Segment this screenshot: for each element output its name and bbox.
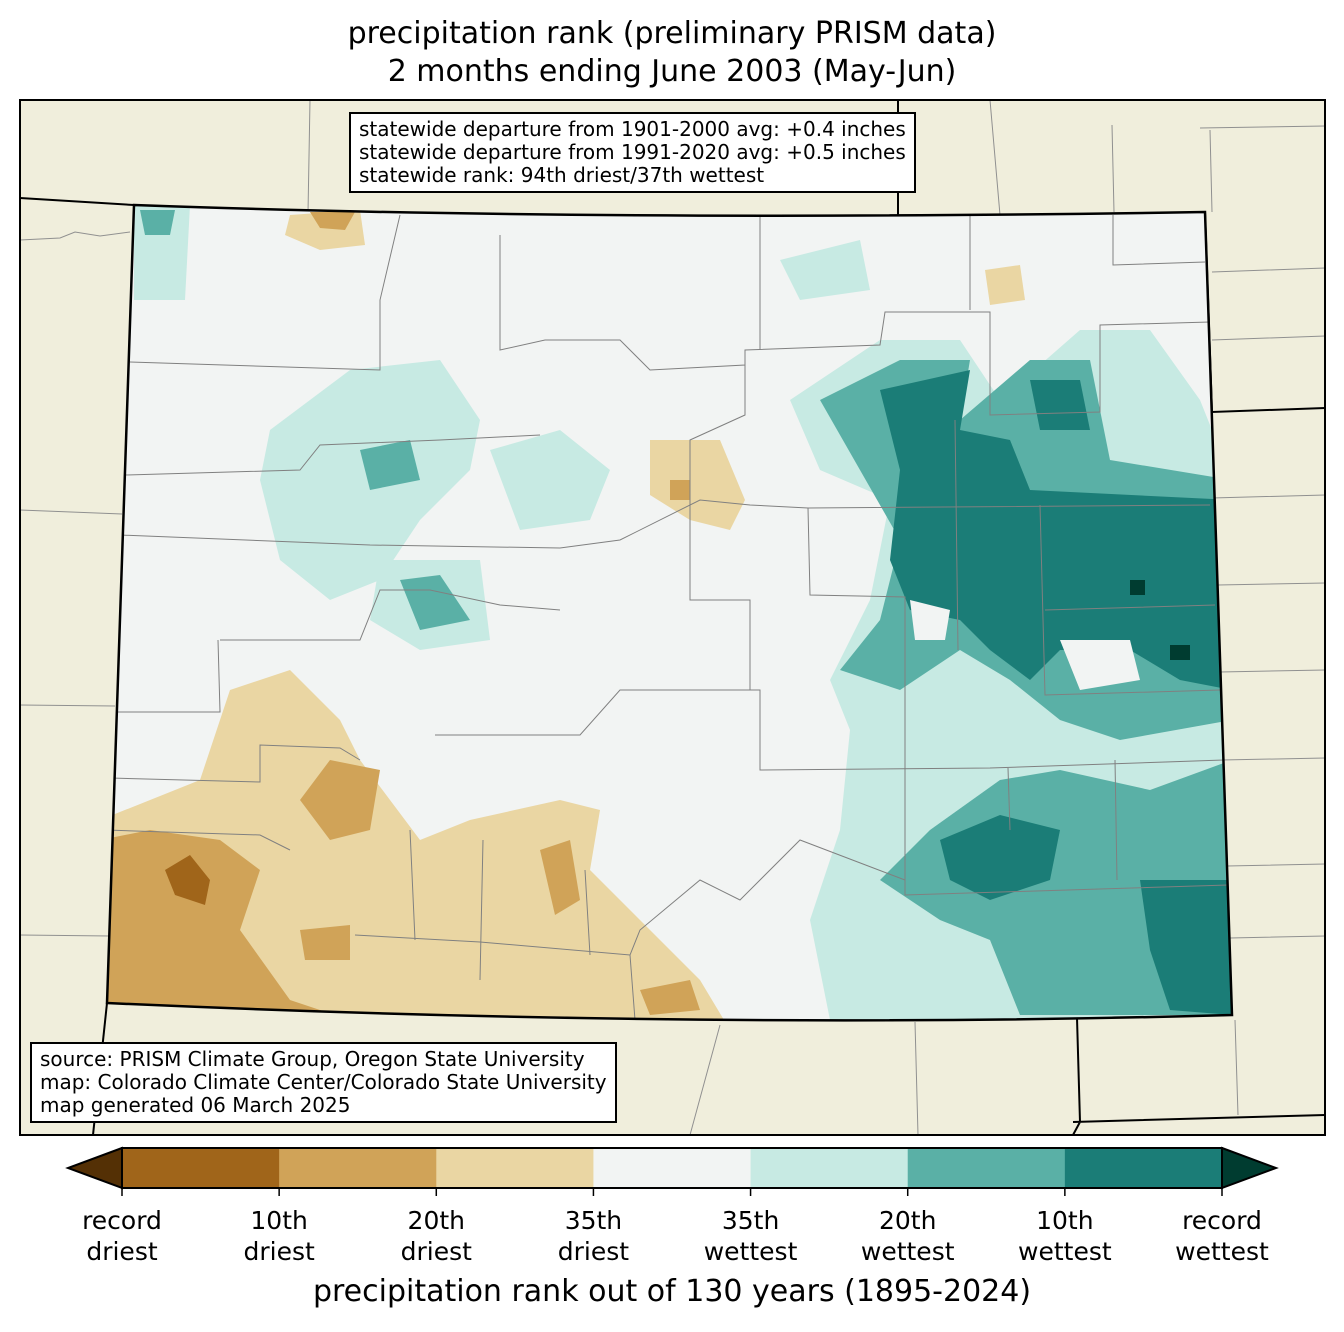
colorbar-tick-label: 35th wettest <box>671 1205 831 1267</box>
tick-label-line2: wettest <box>1175 1237 1269 1266</box>
colorbar-segment <box>279 1148 437 1188</box>
stats-line-2: statewide departure from 1991-2020 avg: … <box>359 140 906 164</box>
tick-label-line1: 20th <box>878 1206 937 1235</box>
map-title-line1: precipitation rank (preliminary PRISM da… <box>347 16 997 51</box>
colorbar-extend-low <box>65 1146 123 1190</box>
tick-label-line2: wettest <box>703 1237 798 1266</box>
colorbar-tick-label: 10th wettest <box>985 1205 1145 1267</box>
tick-label-line1: 20th <box>407 1206 466 1235</box>
colorbar-tick-label: 20th wettest <box>828 1205 988 1267</box>
colorbar-segment <box>122 1148 280 1188</box>
source-line-2: map: Colorado Climate Center/Colorado St… <box>40 1070 607 1094</box>
colorbar <box>65 1146 1279 1196</box>
map-frame <box>19 99 1326 1136</box>
source-box: source: PRISM Climate Group, Oregon Stat… <box>30 1042 617 1123</box>
tick-label-line1: 10th <box>1036 1206 1094 1235</box>
colorbar-tick-label: 10th driest <box>199 1205 359 1267</box>
tick-label-line2: driest <box>243 1237 315 1266</box>
tick-label-line2: wettest <box>860 1237 955 1266</box>
statewide-stats-box: statewide departure from 1901-2000 avg: … <box>349 112 916 193</box>
tick-label-line1: record <box>1182 1206 1262 1235</box>
colorbar-tick-label: 20th driest <box>356 1205 516 1267</box>
tick-label-line2: wettest <box>1018 1237 1112 1266</box>
map-title-line2: 2 months ending June 2003 (May-Jun) <box>387 54 957 89</box>
colorado-border <box>105 203 1234 1022</box>
tick-label-line1: 10th <box>250 1206 308 1235</box>
colorbar-segment <box>907 1148 1066 1188</box>
colorbar-xlabel: precipitation rank out of 130 years (189… <box>312 1274 1032 1309</box>
colorbar-segment <box>1064 1148 1223 1188</box>
colorbar-extend-high <box>1221 1146 1279 1190</box>
tick-label-line2: driest <box>400 1237 472 1266</box>
tick-label-line1: 35th <box>564 1206 623 1235</box>
colorbar-segment <box>593 1148 752 1188</box>
tick-label-line1: 35th <box>721 1206 780 1235</box>
colorbar-outline <box>121 1147 1223 1189</box>
precipitation-rank-fill <box>107 205 1232 1021</box>
colorbar-segment <box>750 1148 909 1188</box>
tick-label-line2: driest <box>557 1237 630 1266</box>
county-lines <box>107 214 1231 1021</box>
colorbar-tick-label: record driest <box>42 1205 202 1267</box>
tick-label-line1: record <box>82 1206 162 1235</box>
colorbar-segment <box>436 1148 594 1188</box>
source-line-3: map generated 06 March 2025 <box>40 1093 351 1117</box>
colorbar-tick-label: record wettest <box>1142 1205 1302 1267</box>
stats-line-3: statewide rank: 94th driest/37th wettest <box>359 163 765 187</box>
source-line-1: source: PRISM Climate Group, Oregon Stat… <box>40 1047 585 1071</box>
stats-line-1: statewide departure from 1901-2000 avg: … <box>359 117 906 141</box>
neighbor-county-lines <box>19 99 1326 1136</box>
tick-label-line2: driest <box>86 1237 158 1266</box>
colorbar-tick-label: 35th driest <box>513 1205 673 1267</box>
